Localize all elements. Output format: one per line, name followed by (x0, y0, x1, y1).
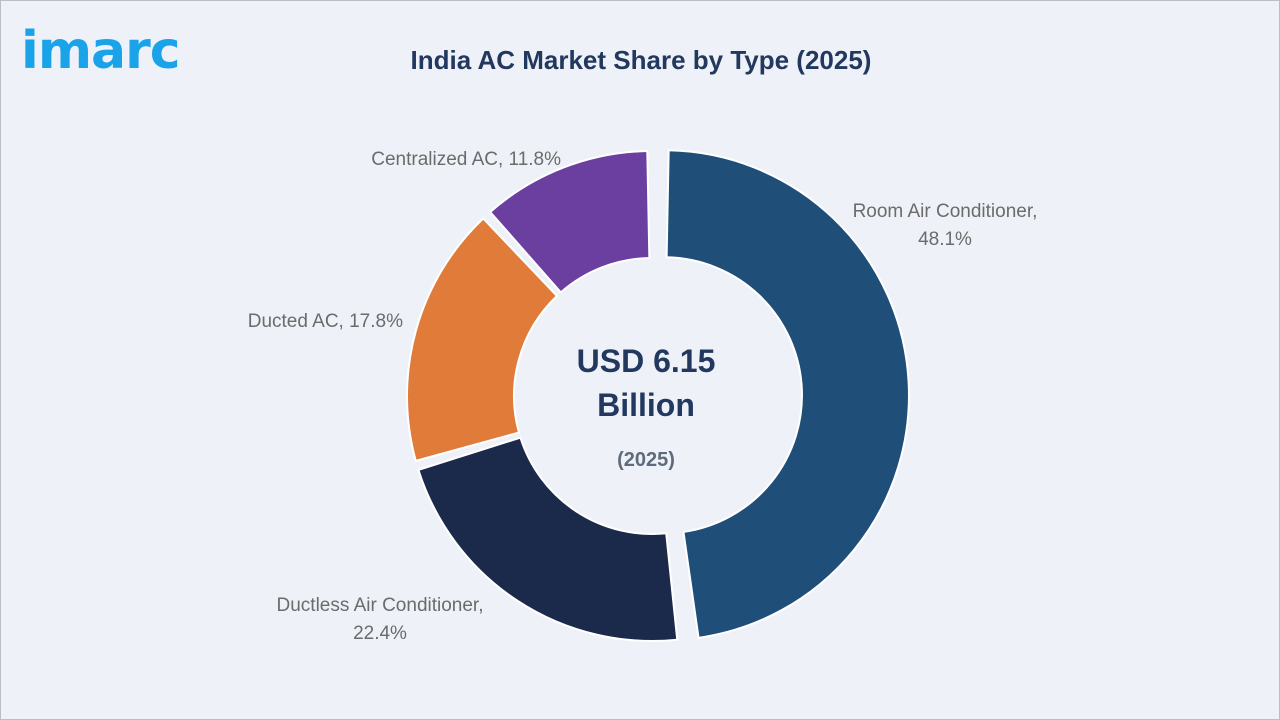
slice-label-centralized-ac: Centralized AC, 11.8% (371, 149, 561, 170)
slice-label-ductless-air-conditioner-value: 22.4% (353, 623, 407, 644)
slice-label-ductless-air-conditioner: Ductless Air Conditioner, (277, 595, 484, 616)
slice-room-air-conditioner (665, 149, 910, 639)
donut-slices (406, 149, 910, 642)
imarc-logo: imarc (21, 21, 181, 81)
slice-ducted-ac (406, 216, 559, 463)
slice-labels: Room Air Conditioner, 48.1% Ductless Air C… (248, 149, 1038, 644)
chart-title: India AC Market Share by Type (2025) (410, 45, 872, 75)
slice-label-ducted-ac: Ducted AC, 17.8% (248, 311, 403, 332)
slice-label-room-air-conditioner: Room Air Conditioner, (853, 201, 1038, 222)
slice-label-room-air-conditioner-value: 48.1% (918, 229, 972, 250)
slice-ductless-air-conditioner (417, 436, 679, 642)
center-unit: Billion (597, 387, 695, 423)
slice-centralized-ac (488, 150, 651, 294)
center-value: USD 6.15 (577, 343, 716, 379)
center-year: (2025) (617, 449, 675, 471)
